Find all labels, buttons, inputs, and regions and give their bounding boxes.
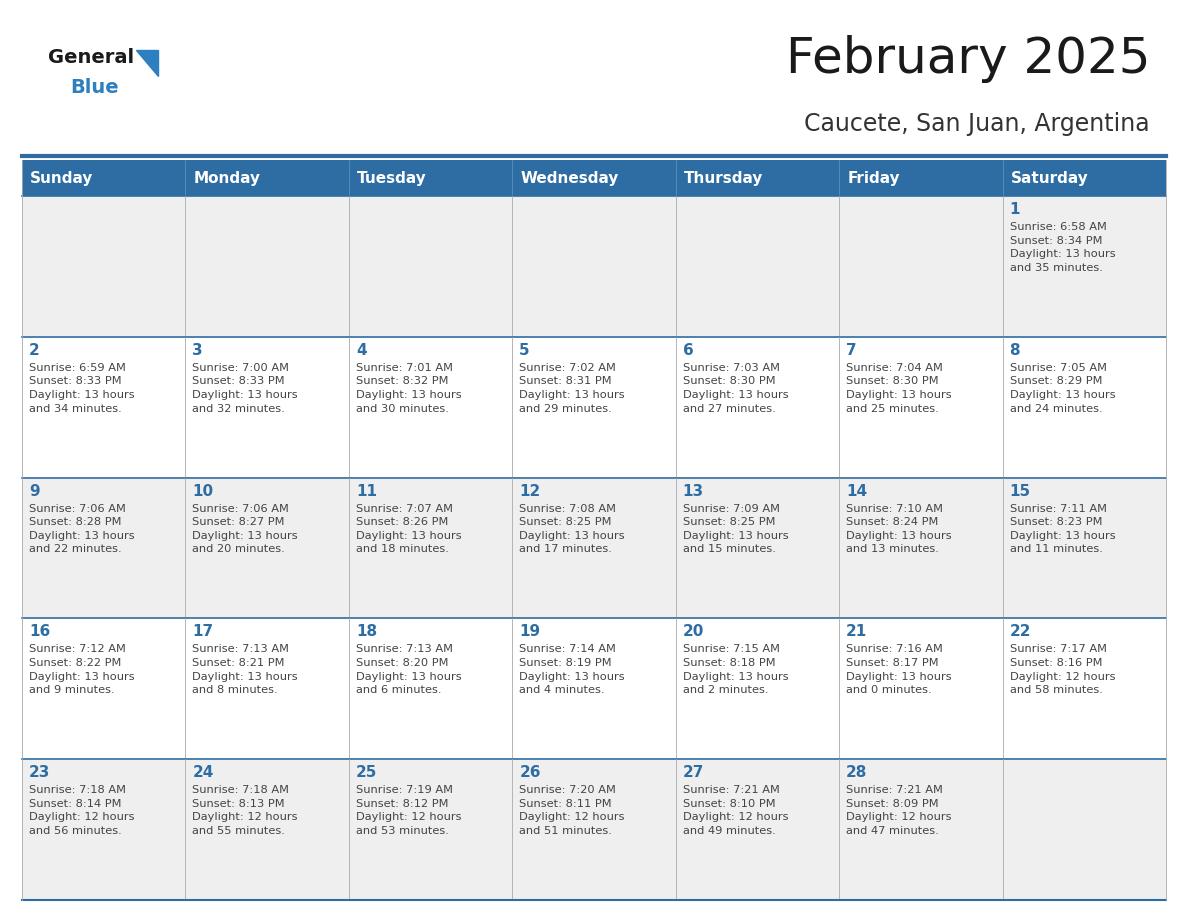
Bar xyxy=(23,337,1165,477)
Text: 10: 10 xyxy=(192,484,214,498)
Text: Sunrise: 7:00 AM
Sunset: 8:33 PM
Daylight: 13 hours
and 32 minutes.: Sunrise: 7:00 AM Sunset: 8:33 PM Dayligh… xyxy=(192,363,298,414)
Text: 28: 28 xyxy=(846,766,867,780)
Text: 2: 2 xyxy=(29,342,39,358)
Text: Caucete, San Juan, Argentina: Caucete, San Juan, Argentina xyxy=(804,112,1150,136)
Text: 18: 18 xyxy=(356,624,377,640)
Text: 23: 23 xyxy=(29,766,50,780)
Text: 22: 22 xyxy=(1010,624,1031,640)
Text: 13: 13 xyxy=(683,484,703,498)
Text: Sunrise: 7:19 AM
Sunset: 8:12 PM
Daylight: 12 hours
and 53 minutes.: Sunrise: 7:19 AM Sunset: 8:12 PM Dayligh… xyxy=(356,785,461,836)
Text: 7: 7 xyxy=(846,342,857,358)
Text: 5: 5 xyxy=(519,342,530,358)
Text: Sunrise: 7:10 AM
Sunset: 8:24 PM
Daylight: 13 hours
and 13 minutes.: Sunrise: 7:10 AM Sunset: 8:24 PM Dayligh… xyxy=(846,504,952,554)
Polygon shape xyxy=(135,50,158,76)
Text: Sunrise: 6:58 AM
Sunset: 8:34 PM
Daylight: 13 hours
and 35 minutes.: Sunrise: 6:58 AM Sunset: 8:34 PM Dayligh… xyxy=(1010,222,1116,273)
Text: Sunrise: 7:18 AM
Sunset: 8:14 PM
Daylight: 12 hours
and 56 minutes.: Sunrise: 7:18 AM Sunset: 8:14 PM Dayligh… xyxy=(29,785,134,836)
Text: Sunrise: 7:06 AM
Sunset: 8:28 PM
Daylight: 13 hours
and 22 minutes.: Sunrise: 7:06 AM Sunset: 8:28 PM Dayligh… xyxy=(29,504,134,554)
Text: 3: 3 xyxy=(192,342,203,358)
Text: Sunrise: 7:17 AM
Sunset: 8:16 PM
Daylight: 12 hours
and 58 minutes.: Sunrise: 7:17 AM Sunset: 8:16 PM Dayligh… xyxy=(1010,644,1116,695)
Text: 24: 24 xyxy=(192,766,214,780)
Text: 15: 15 xyxy=(1010,484,1031,498)
Text: Sunrise: 7:04 AM
Sunset: 8:30 PM
Daylight: 13 hours
and 25 minutes.: Sunrise: 7:04 AM Sunset: 8:30 PM Dayligh… xyxy=(846,363,952,414)
Text: Sunrise: 7:18 AM
Sunset: 8:13 PM
Daylight: 12 hours
and 55 minutes.: Sunrise: 7:18 AM Sunset: 8:13 PM Dayligh… xyxy=(192,785,298,836)
Text: Sunrise: 7:12 AM
Sunset: 8:22 PM
Daylight: 13 hours
and 9 minutes.: Sunrise: 7:12 AM Sunset: 8:22 PM Dayligh… xyxy=(29,644,134,695)
Text: Sunrise: 7:14 AM
Sunset: 8:19 PM
Daylight: 13 hours
and 4 minutes.: Sunrise: 7:14 AM Sunset: 8:19 PM Dayligh… xyxy=(519,644,625,695)
Text: 26: 26 xyxy=(519,766,541,780)
Text: 19: 19 xyxy=(519,624,541,640)
Text: Sunrise: 7:08 AM
Sunset: 8:25 PM
Daylight: 13 hours
and 17 minutes.: Sunrise: 7:08 AM Sunset: 8:25 PM Dayligh… xyxy=(519,504,625,554)
Text: 16: 16 xyxy=(29,624,50,640)
Text: 20: 20 xyxy=(683,624,704,640)
Text: Sunrise: 7:06 AM
Sunset: 8:27 PM
Daylight: 13 hours
and 20 minutes.: Sunrise: 7:06 AM Sunset: 8:27 PM Dayligh… xyxy=(192,504,298,554)
Text: Saturday: Saturday xyxy=(1011,171,1088,185)
Text: 25: 25 xyxy=(356,766,378,780)
Bar xyxy=(23,196,1165,337)
Text: Sunrise: 7:21 AM
Sunset: 8:09 PM
Daylight: 12 hours
and 47 minutes.: Sunrise: 7:21 AM Sunset: 8:09 PM Dayligh… xyxy=(846,785,952,836)
Text: Sunrise: 7:15 AM
Sunset: 8:18 PM
Daylight: 13 hours
and 2 minutes.: Sunrise: 7:15 AM Sunset: 8:18 PM Dayligh… xyxy=(683,644,789,695)
Text: 4: 4 xyxy=(356,342,366,358)
Text: Wednesday: Wednesday xyxy=(520,171,619,185)
Text: Thursday: Thursday xyxy=(684,171,763,185)
Text: 9: 9 xyxy=(29,484,39,498)
Text: 6: 6 xyxy=(683,342,694,358)
Text: Friday: Friday xyxy=(847,171,899,185)
Text: Sunrise: 7:21 AM
Sunset: 8:10 PM
Daylight: 12 hours
and 49 minutes.: Sunrise: 7:21 AM Sunset: 8:10 PM Dayligh… xyxy=(683,785,788,836)
Bar xyxy=(23,160,1165,196)
Text: Sunrise: 7:05 AM
Sunset: 8:29 PM
Daylight: 13 hours
and 24 minutes.: Sunrise: 7:05 AM Sunset: 8:29 PM Dayligh… xyxy=(1010,363,1116,414)
Text: Sunrise: 7:11 AM
Sunset: 8:23 PM
Daylight: 13 hours
and 11 minutes.: Sunrise: 7:11 AM Sunset: 8:23 PM Dayligh… xyxy=(1010,504,1116,554)
Bar xyxy=(23,619,1165,759)
Text: 21: 21 xyxy=(846,624,867,640)
Text: Sunrise: 7:13 AM
Sunset: 8:21 PM
Daylight: 13 hours
and 8 minutes.: Sunrise: 7:13 AM Sunset: 8:21 PM Dayligh… xyxy=(192,644,298,695)
Bar xyxy=(23,759,1165,900)
Text: Sunrise: 7:16 AM
Sunset: 8:17 PM
Daylight: 13 hours
and 0 minutes.: Sunrise: 7:16 AM Sunset: 8:17 PM Dayligh… xyxy=(846,644,952,695)
Text: Sunrise: 7:07 AM
Sunset: 8:26 PM
Daylight: 13 hours
and 18 minutes.: Sunrise: 7:07 AM Sunset: 8:26 PM Dayligh… xyxy=(356,504,461,554)
Text: Sunrise: 7:13 AM
Sunset: 8:20 PM
Daylight: 13 hours
and 6 minutes.: Sunrise: 7:13 AM Sunset: 8:20 PM Dayligh… xyxy=(356,644,461,695)
Text: General: General xyxy=(48,48,134,67)
Text: 8: 8 xyxy=(1010,342,1020,358)
Text: Sunrise: 7:03 AM
Sunset: 8:30 PM
Daylight: 13 hours
and 27 minutes.: Sunrise: 7:03 AM Sunset: 8:30 PM Dayligh… xyxy=(683,363,789,414)
Text: 1: 1 xyxy=(1010,202,1020,217)
Text: 14: 14 xyxy=(846,484,867,498)
Text: Monday: Monday xyxy=(194,171,260,185)
Text: 27: 27 xyxy=(683,766,704,780)
Text: 17: 17 xyxy=(192,624,214,640)
Text: Sunrise: 7:09 AM
Sunset: 8:25 PM
Daylight: 13 hours
and 15 minutes.: Sunrise: 7:09 AM Sunset: 8:25 PM Dayligh… xyxy=(683,504,789,554)
Text: Sunrise: 7:01 AM
Sunset: 8:32 PM
Daylight: 13 hours
and 30 minutes.: Sunrise: 7:01 AM Sunset: 8:32 PM Dayligh… xyxy=(356,363,461,414)
Text: Sunday: Sunday xyxy=(30,171,94,185)
Text: 11: 11 xyxy=(356,484,377,498)
Text: February 2025: February 2025 xyxy=(785,35,1150,83)
Bar xyxy=(23,477,1165,619)
Text: Sunrise: 7:02 AM
Sunset: 8:31 PM
Daylight: 13 hours
and 29 minutes.: Sunrise: 7:02 AM Sunset: 8:31 PM Dayligh… xyxy=(519,363,625,414)
Text: Sunrise: 7:20 AM
Sunset: 8:11 PM
Daylight: 12 hours
and 51 minutes.: Sunrise: 7:20 AM Sunset: 8:11 PM Dayligh… xyxy=(519,785,625,836)
Text: 12: 12 xyxy=(519,484,541,498)
Text: Tuesday: Tuesday xyxy=(356,171,426,185)
Text: Sunrise: 6:59 AM
Sunset: 8:33 PM
Daylight: 13 hours
and 34 minutes.: Sunrise: 6:59 AM Sunset: 8:33 PM Dayligh… xyxy=(29,363,134,414)
Text: Blue: Blue xyxy=(70,78,119,97)
